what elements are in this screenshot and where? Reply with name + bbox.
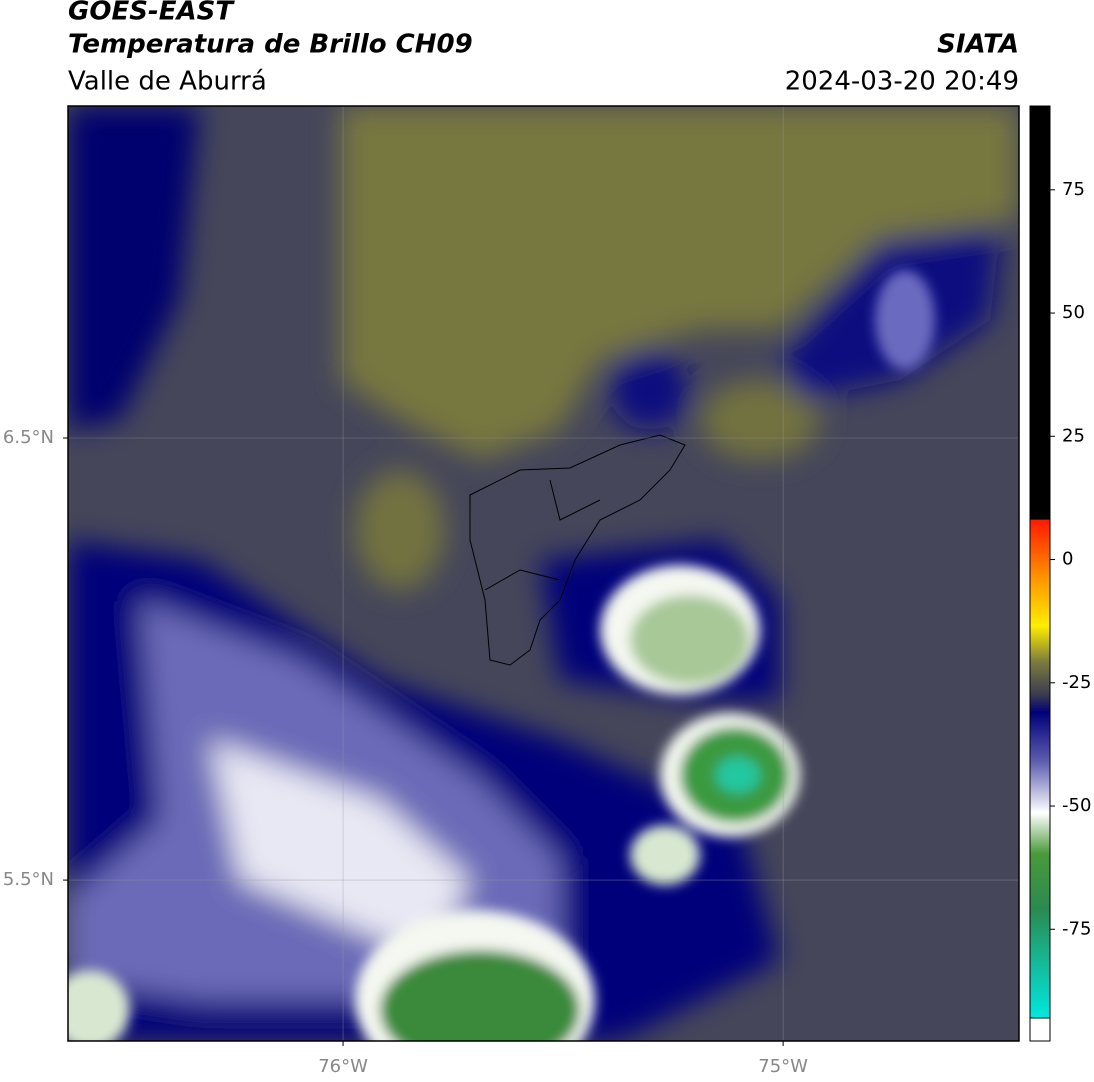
- colorbar-tick-label: -25: [1062, 672, 1091, 693]
- colorbar-tick-label: 0: [1062, 549, 1073, 570]
- colorbar-tick-label: -75: [1062, 918, 1091, 939]
- subtitle: Temperatura de Brillo CH09: [68, 30, 473, 60]
- colorbar-tick-label: 25: [1062, 425, 1085, 446]
- lon-label: 75°W: [758, 1056, 808, 1077]
- lat-label: 5.5°N: [3, 869, 54, 890]
- datetime: 2024-03-20 20:49: [785, 67, 1019, 97]
- map-frame: [67, 105, 1020, 1042]
- colorbar-tick-label: 50: [1062, 302, 1085, 323]
- region: Valle de Aburrá: [68, 67, 267, 97]
- source: SIATA: [937, 30, 1019, 60]
- colorbar-frame: [1029, 105, 1051, 1042]
- colorbar: [1030, 106, 1050, 1018]
- satellite-image: [68, 106, 1019, 1041]
- lon-label: 76°W: [318, 1056, 368, 1077]
- colorbar-under: [1029, 1017, 1051, 1042]
- title: GOES-EAST: [68, 0, 235, 27]
- colorbar-tick-label: -50: [1062, 795, 1091, 816]
- colorbar-tick-label: 75: [1062, 179, 1085, 200]
- lat-label: 6.5°N: [3, 427, 54, 448]
